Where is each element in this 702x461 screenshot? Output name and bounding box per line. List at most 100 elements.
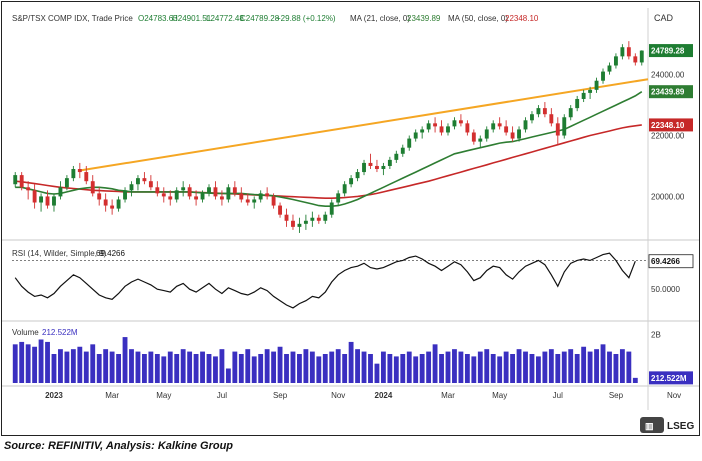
candle-body — [200, 193, 205, 200]
candle-body — [362, 162, 366, 173]
candle-body — [491, 123, 496, 130]
candle-body — [271, 196, 276, 206]
candle — [136, 175, 140, 191]
volume-bar — [19, 341, 25, 383]
candle-body — [426, 123, 431, 130]
rsi-value-tag-text: 69.4266 — [651, 257, 680, 266]
currency-label: CAD — [654, 13, 674, 23]
lseg-logo-glyph: ▥ — [645, 421, 654, 431]
candle-body — [633, 56, 638, 63]
candle — [607, 62, 612, 75]
candle-body — [400, 147, 405, 154]
candle — [594, 77, 599, 93]
candle — [394, 150, 399, 163]
candle — [497, 117, 502, 130]
candle — [413, 129, 418, 142]
candle-body — [39, 196, 44, 203]
candle-body — [110, 205, 115, 209]
candle-body — [497, 123, 502, 127]
volume-bar — [161, 356, 167, 383]
x-tick-label: Nov — [331, 391, 345, 400]
price-pane — [13, 41, 649, 233]
candle-body — [297, 223, 302, 227]
ma21-value-tag: 23439.89 — [649, 85, 693, 99]
volume-bar — [174, 354, 180, 383]
volume-bar — [626, 351, 632, 383]
candle-body — [381, 165, 386, 170]
candle-body — [239, 193, 244, 200]
candle-body — [601, 71, 605, 81]
candle — [575, 95, 580, 112]
candle-body — [226, 187, 231, 200]
volume-bar — [103, 349, 109, 383]
candle — [26, 181, 31, 200]
candle — [542, 102, 547, 118]
volume-bar — [368, 354, 373, 383]
volume-bar — [245, 349, 251, 383]
candle-body — [575, 98, 580, 109]
candle — [613, 53, 618, 69]
volume-bar — [464, 354, 470, 383]
candle — [194, 190, 199, 206]
candle — [200, 190, 205, 203]
volume-bar — [83, 351, 89, 383]
volume-bar — [445, 351, 451, 383]
candle — [555, 117, 560, 145]
candle — [219, 190, 224, 206]
candle-body — [478, 138, 483, 142]
candle-body — [265, 193, 270, 197]
candle-body — [252, 199, 257, 203]
candle — [620, 44, 625, 60]
candle-body — [517, 129, 521, 139]
candle — [148, 175, 153, 191]
candle-body — [64, 178, 69, 188]
candle — [142, 172, 147, 185]
volume-bar — [297, 354, 302, 383]
candle-body — [555, 123, 560, 136]
volume-bar — [38, 339, 44, 383]
volume-bar — [413, 356, 419, 383]
chart-svg: 24000.0022000.0020000.0070.000050.00002B… — [2, 8, 699, 433]
candle-body — [375, 165, 379, 170]
candle — [407, 135, 412, 151]
x-tick-label: Jul — [217, 391, 227, 400]
volume-bar — [96, 354, 102, 383]
candle-body — [407, 138, 412, 148]
candle — [536, 105, 541, 118]
volume-pane — [12, 337, 638, 383]
candle-body — [168, 196, 173, 200]
candle-body — [116, 199, 121, 209]
volume-bar — [529, 354, 535, 383]
lseg-logo-mark — [640, 417, 664, 433]
candle — [278, 202, 282, 218]
ma21-value-tag-bg — [649, 85, 693, 99]
ma21-legend-value: 23439.89 — [407, 14, 441, 23]
candle-body — [368, 162, 373, 166]
price-trendline — [79, 78, 649, 172]
candle-body — [581, 92, 586, 99]
volume-bar — [25, 344, 31, 383]
axis-layer: 24000.0022000.0020000.0070.000050.00002B… — [45, 44, 694, 400]
candle-body — [103, 199, 108, 206]
price-header-close: C24789.28 — [240, 14, 280, 23]
volume-bar — [355, 349, 360, 383]
volume-bar — [277, 346, 283, 383]
x-tick-label: Mar — [105, 391, 119, 400]
rsi-value-tag: 69.4266 — [648, 254, 694, 269]
candle — [168, 190, 173, 206]
candle-body — [626, 47, 631, 57]
candle — [433, 117, 438, 133]
volume-bar — [258, 354, 264, 383]
volume-bar — [58, 349, 63, 383]
volume-bar — [284, 354, 289, 383]
volume-bar — [568, 349, 574, 383]
volume-bar — [264, 349, 270, 383]
candle — [187, 184, 192, 200]
candle-body — [549, 114, 554, 124]
candle-body — [323, 214, 328, 221]
candle — [174, 187, 179, 203]
volume-bar — [613, 354, 619, 383]
candle-body — [148, 181, 153, 188]
candle — [161, 187, 166, 203]
volume-bar — [452, 349, 457, 383]
